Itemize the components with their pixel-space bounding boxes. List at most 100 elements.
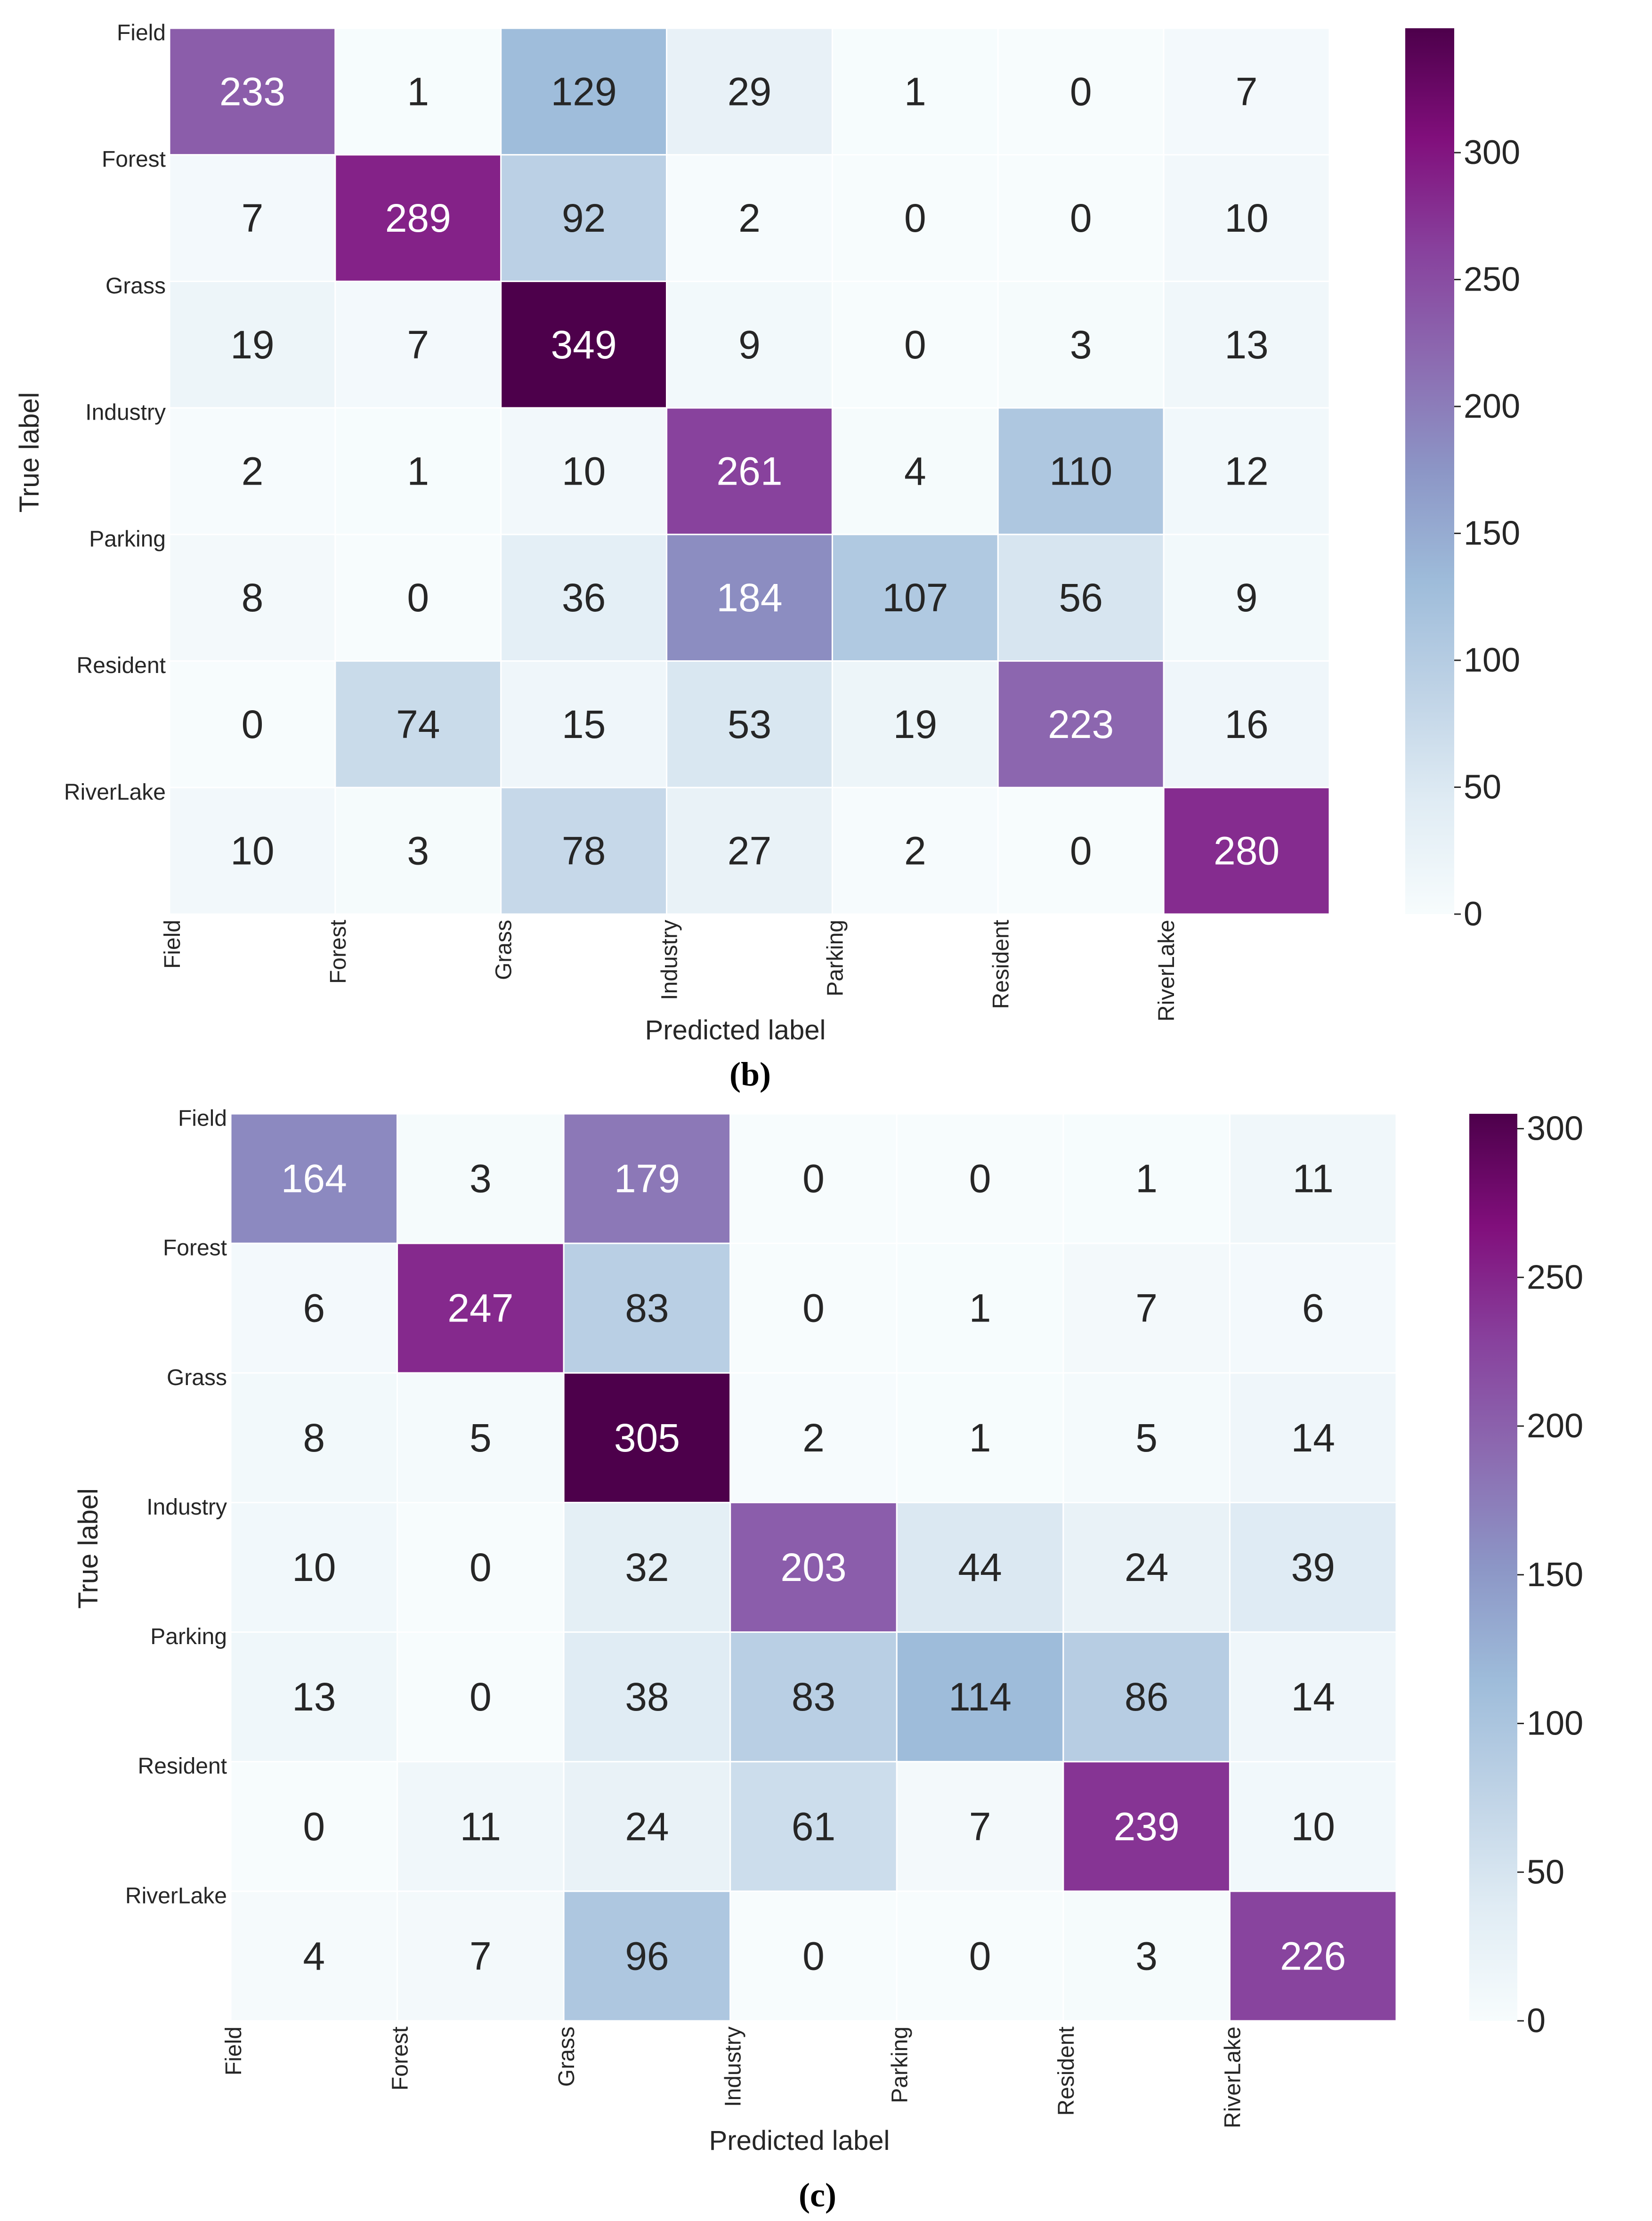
cell-value-label: 7 [1135, 1286, 1158, 1330]
cell-value-label: 29 [728, 69, 771, 113]
colorbar-tick-label: 200 [1527, 1407, 1583, 1445]
cell-value-label: 184 [716, 576, 782, 620]
heatmap-cell [997, 154, 1165, 282]
heatmap-cell [729, 1761, 898, 1892]
heatmap-cell [563, 1242, 731, 1374]
cell-value-label: 78 [562, 829, 606, 873]
heatmap-cell [729, 1242, 898, 1374]
heatmap-cell [997, 27, 1165, 156]
cell-value-label: 38 [625, 1675, 669, 1719]
cell-value-label: 0 [242, 702, 264, 746]
cell-value-label: 1 [969, 1416, 991, 1460]
cell-value-label: 114 [948, 1675, 1012, 1719]
cell-value-label: 1 [407, 69, 429, 113]
x-tick-label: Parking [823, 920, 848, 997]
cell-value-label: 226 [1280, 1934, 1346, 1978]
heatmap-cell [666, 280, 833, 409]
colorbar-tick-label: 300 [1527, 1110, 1583, 1148]
heatmap-cell [500, 660, 668, 788]
cell-value-label: 86 [1125, 1675, 1168, 1719]
cell-value-label: 5 [1135, 1416, 1158, 1460]
heatmap-cell [334, 27, 502, 156]
heatmap-cell [563, 1113, 731, 1244]
heatmap-cell [334, 407, 502, 535]
cell-value-label: 39 [1291, 1545, 1335, 1589]
colorbar [1469, 1114, 1517, 2021]
heatmap-cell [831, 786, 999, 915]
x-tick-label: RiverLake [1220, 2026, 1245, 2128]
cell-value-label: 15 [562, 702, 606, 746]
heatmap-cell [1163, 407, 1330, 535]
cell-value-label: 12 [1224, 449, 1268, 494]
x-tick-label: Field [221, 2026, 246, 2075]
cell-value-label: 129 [551, 69, 617, 113]
colorbar-tick-label: 50 [1464, 769, 1501, 806]
x-tick-label: Industry [721, 2026, 746, 2107]
cell-value-label: 14 [1291, 1675, 1335, 1719]
cell-value-label: 110 [1049, 449, 1112, 494]
heatmap-cell [1229, 1890, 1397, 2022]
y-tick-label: Field [178, 1106, 227, 1131]
cell-value-label: 24 [625, 1804, 669, 1848]
heatmap-cell [729, 1890, 898, 2022]
y-tick-label: Forest [163, 1236, 227, 1261]
y-tick-label: Parking [150, 1624, 227, 1649]
cell-value-label: 14 [1291, 1416, 1335, 1460]
panel-caption-c: (c) [799, 2176, 836, 2214]
y-tick-label: Resident [138, 1754, 227, 1779]
colorbar-tick-label: 0 [1527, 2002, 1546, 2040]
colorbar-tick-label: 0 [1464, 895, 1482, 933]
cell-value-label: 19 [893, 702, 937, 746]
cell-value-label: 9 [738, 323, 761, 367]
heatmap-cell [1062, 1113, 1231, 1244]
cell-value-label: 0 [969, 1157, 991, 1201]
heatmap-cell [230, 1501, 398, 1633]
cell-value-label: 74 [396, 702, 440, 746]
heatmap-cell [896, 1242, 1064, 1374]
x-axis-title: Predicted label [645, 1015, 826, 1046]
cell-value-label: 4 [904, 449, 926, 494]
x-tick-label: Grass [554, 2026, 579, 2087]
cell-value-label: 61 [792, 1804, 835, 1848]
cell-value-label: 0 [470, 1545, 492, 1589]
heatmap-cell [831, 660, 999, 788]
cell-value-label: 1 [969, 1286, 991, 1330]
colorbar-tick-label: 250 [1527, 1258, 1583, 1296]
cell-value-label: 10 [230, 829, 274, 873]
heatmap-cell [397, 1890, 565, 2022]
cell-value-label: 305 [614, 1416, 680, 1460]
heatmap-cell [230, 1372, 398, 1503]
heatmap-cell [334, 660, 502, 788]
heatmap-cell [729, 1372, 898, 1503]
y-tick-label: RiverLake [125, 1883, 227, 1908]
heatmap-cell [500, 786, 668, 915]
heatmap-cell [169, 27, 336, 156]
heatmap-cell [1229, 1113, 1397, 1244]
heatmap-cell [500, 280, 668, 409]
heatmap-cell [230, 1113, 398, 1244]
heatmap-cell [896, 1113, 1064, 1244]
cell-value-label: 0 [1070, 69, 1092, 113]
y-tick-label: Industry [85, 400, 166, 425]
cell-value-label: 36 [562, 576, 606, 620]
heatmap-cell [1062, 1242, 1231, 1374]
y-axis-title: True label [73, 1488, 104, 1609]
cell-value-label: 13 [292, 1675, 336, 1719]
y-tick-label: RiverLake [64, 780, 166, 805]
cell-value-label: 10 [292, 1545, 336, 1589]
cell-value-label: 1 [1135, 1157, 1158, 1201]
panel-caption-b: (b) [729, 1055, 771, 1093]
x-tick-label: Grass [492, 920, 517, 980]
cell-value-label: 5 [470, 1416, 492, 1460]
cell-value-label: 1 [407, 449, 429, 494]
cell-value-label: 0 [1070, 829, 1092, 873]
cell-value-label: 3 [1070, 323, 1092, 367]
cell-value-label: 261 [716, 449, 782, 494]
y-tick-label: Grass [105, 274, 166, 299]
heatmap-cell [1163, 786, 1330, 915]
cell-value-label: 6 [1302, 1286, 1324, 1330]
cell-value-label: 9 [1236, 576, 1258, 620]
cell-value-label: 16 [1224, 702, 1268, 746]
